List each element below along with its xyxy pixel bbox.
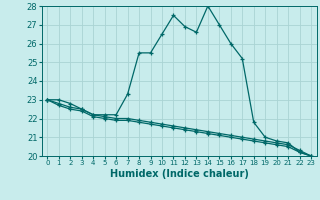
- X-axis label: Humidex (Indice chaleur): Humidex (Indice chaleur): [110, 169, 249, 179]
